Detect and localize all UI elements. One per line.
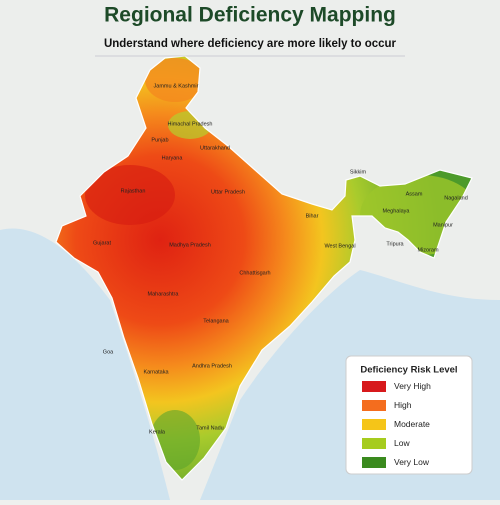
state-label: Tripura	[386, 241, 404, 247]
state-label: Rajasthan	[121, 188, 146, 194]
state-label: Telangana	[203, 318, 229, 324]
state-label: Andhra Pradesh	[192, 363, 232, 369]
state-label: Karnataka	[143, 369, 169, 375]
legend-swatch	[362, 438, 386, 449]
state-label: Himachal Pradesh	[168, 121, 213, 127]
state-label: Chhattisgarh	[239, 270, 270, 276]
title: Regional Deficiency Mapping	[104, 4, 396, 27]
state-label: Bihar	[306, 213, 319, 219]
state-label: West Bengal	[324, 243, 355, 249]
state-label: Haryana	[162, 155, 184, 161]
state-label: Goa	[103, 349, 114, 355]
heat-blob	[85, 165, 175, 225]
legend-label: High	[394, 400, 412, 410]
legend-swatch	[362, 457, 386, 468]
state-label: Mizoram	[417, 247, 439, 253]
state-label: Madhya Pradesh	[169, 242, 211, 248]
sea-west	[0, 228, 170, 500]
legend: Deficiency Risk Level Very High High Moder…	[345, 355, 473, 475]
state-label: Jammu & Kashmir	[154, 83, 199, 89]
state-label: Gujarat	[93, 240, 112, 246]
subtitle: Understand where deficiency are more lik…	[104, 38, 397, 50]
legend-swatch	[362, 381, 386, 392]
state-label: Meghalaya	[383, 208, 411, 214]
state-label: Tamil Nadu	[196, 425, 224, 431]
legend-swatch	[362, 419, 386, 430]
state-label: Punjab	[151, 137, 168, 143]
state-label: Uttar Pradesh	[211, 189, 245, 195]
legend-items: Very High High Moderate Low Very Low	[362, 381, 431, 468]
legend-label: Moderate	[394, 419, 430, 429]
legend-label: Very Low	[394, 457, 430, 467]
state-label: Manipur	[433, 222, 453, 228]
legend-label: Very High	[394, 381, 431, 391]
legend-label: Low	[394, 438, 410, 448]
state-labels: Jammu & Kashmir Himachal Pradesh Punjab Utt…	[93, 83, 468, 435]
legend-swatch	[362, 400, 386, 411]
state-label: Uttarakhand	[200, 145, 230, 151]
state-label: Sikkim	[350, 169, 367, 175]
state-label: Maharashtra	[148, 291, 180, 297]
state-label: Kerala	[149, 429, 166, 435]
state-label: Assam	[406, 191, 423, 197]
heat-blob	[145, 58, 205, 102]
state-label: Nagaland	[444, 195, 468, 201]
legend-title: Deficiency Risk Level	[360, 365, 457, 376]
